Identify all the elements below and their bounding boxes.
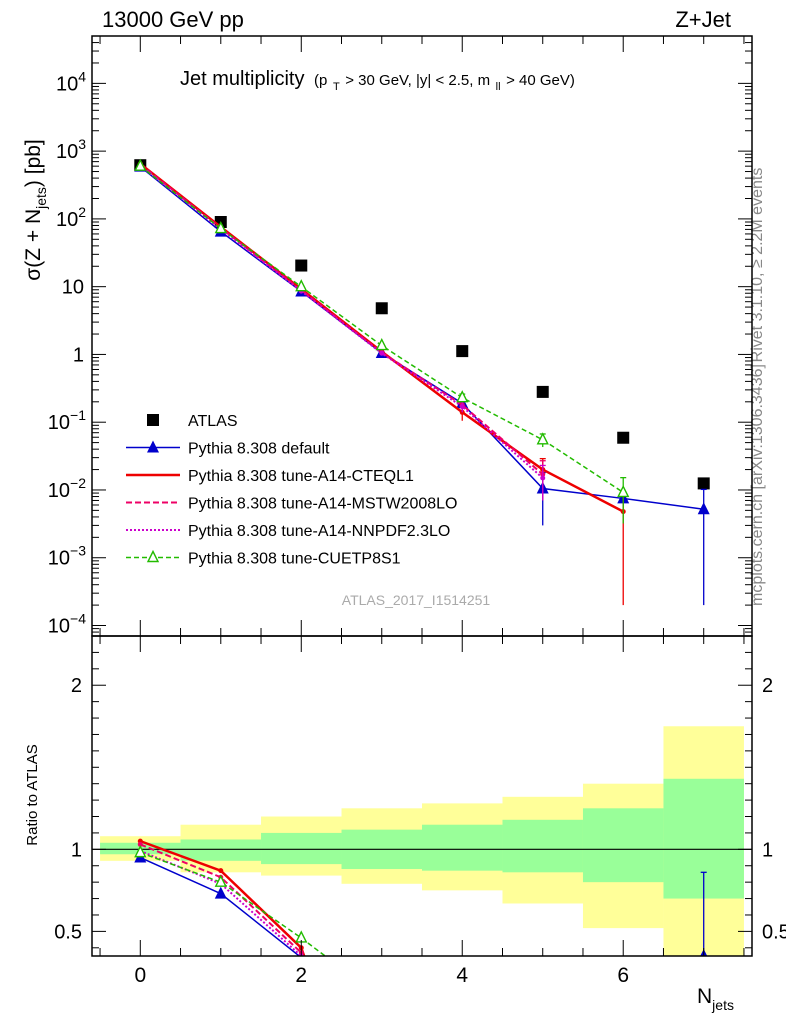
main-line-nnpdf bbox=[139, 164, 544, 479]
legend-label-mstw: Pythia 8.308 tune-A14-MSTW2008LO bbox=[188, 496, 457, 513]
main-ytick-label: 103 bbox=[56, 136, 86, 163]
main-ytick-label: 10−1 bbox=[48, 407, 86, 434]
legend-label-default: Pythia 8.308 default bbox=[188, 441, 330, 458]
x-axis-label: Njets bbox=[697, 985, 734, 1013]
main-series bbox=[134, 158, 710, 606]
band-inner-4 bbox=[422, 824, 503, 871]
main-marker-default-7 bbox=[697, 502, 710, 515]
legend-marker-cuetp8s1 bbox=[146, 549, 160, 563]
xtick-label: 6 bbox=[617, 964, 629, 987]
ratio-y-label: Ratio to ATLAS bbox=[24, 744, 41, 845]
main-marker-cuetp8s1-2 bbox=[295, 279, 308, 292]
ratio-ytick-label-right: 2 bbox=[762, 675, 773, 697]
plot-title-cuts-rest: > 30 GeV, |y| < 2.5, m bbox=[345, 72, 490, 89]
main-ytick-label: 1 bbox=[73, 344, 84, 366]
main-ytick-label: 10−4 bbox=[48, 611, 86, 638]
main-marker-atlas-4 bbox=[456, 345, 469, 358]
ratio-line-cuetp8s1 bbox=[140, 851, 327, 956]
legend-marker-default bbox=[147, 440, 159, 453]
plot-title-cuts-pt: (p bbox=[314, 72, 327, 89]
ratio-marker-cuetp8s1-0 bbox=[134, 845, 147, 858]
legend-label-cteql1: Pythia 8.308 tune-A14-CTEQL1 bbox=[188, 468, 414, 485]
main-marker-atlas-7 bbox=[697, 477, 710, 490]
main-ytick-label: 102 bbox=[56, 204, 86, 231]
ratio-marker-cuetp8s1-1 bbox=[214, 874, 227, 887]
band-inner-6 bbox=[582, 808, 664, 883]
ratio-marker-default-1 bbox=[214, 886, 227, 899]
main-marker-cuetp8s1-6 bbox=[617, 484, 630, 498]
plot-title-cuts-end: > 40 GeV) bbox=[506, 72, 575, 89]
main-marker-cuetp8s1-1 bbox=[214, 221, 227, 234]
main-y-label: σ(Z + Njets) [pb] bbox=[22, 139, 49, 281]
main-marker-atlas-6 bbox=[617, 431, 630, 444]
main-line-cteql1 bbox=[139, 162, 624, 513]
main-marker-cuetp8s1-0 bbox=[134, 158, 147, 171]
ratio-uncertainty-bands bbox=[92, 726, 752, 956]
main-marker-atlas-2 bbox=[295, 259, 308, 272]
ratio-marker-mstw-0 bbox=[137, 841, 143, 847]
band-inner-5 bbox=[502, 819, 583, 873]
main-plot-frame bbox=[91, 35, 753, 637]
rivet-label: Rivet 3.1.10, ≥ 2.2M events bbox=[749, 168, 766, 363]
band-inner-2 bbox=[261, 832, 342, 865]
analysis-watermark: ATLAS_2017_I1514251 bbox=[342, 592, 491, 608]
main-marker-cuetp8s1-4 bbox=[456, 390, 469, 403]
legend-label-cuetp8s1: Pythia 8.308 tune-CUETP8S1 bbox=[188, 551, 401, 568]
main-ytick-label: 10−2 bbox=[48, 475, 86, 502]
xtick-label: 4 bbox=[456, 964, 468, 987]
mcplots-label: mcplots.cern.ch [arXiv:1306.3436] bbox=[749, 364, 766, 606]
header-right: Z+Jet bbox=[675, 7, 731, 32]
main-marker-nnpdf-4 bbox=[459, 404, 465, 410]
legend-label-nnpdf: Pythia 8.308 tune-A14-NNPDF2.3LO bbox=[188, 523, 450, 540]
ratio-ytick-label-right: 0.5 bbox=[762, 921, 786, 943]
legend-marker-atlas bbox=[147, 414, 159, 426]
plot-title-main: Jet multiplicity bbox=[180, 68, 304, 90]
main-ytick-label: 10 bbox=[62, 277, 84, 299]
header-left: 13000 GeV pp bbox=[102, 7, 244, 32]
ratio-ytick-label-left: 2 bbox=[71, 675, 82, 697]
xtick-label: 2 bbox=[295, 964, 307, 987]
ratio-ytick-label-right: 1 bbox=[762, 839, 773, 861]
main-marker-nnpdf-5 bbox=[540, 475, 546, 481]
ratio-ytick-label-left: 1 bbox=[71, 839, 82, 861]
ratio-marker-cteql1-1 bbox=[218, 868, 224, 874]
legend: ATLAS Pythia 8.308 default Pythia 8.308 tu… bbox=[126, 413, 457, 568]
main-ytick-label: 10−3 bbox=[48, 543, 86, 570]
band-inner-1 bbox=[180, 839, 262, 861]
main-marker-cuetp8s1-5 bbox=[536, 432, 549, 445]
main-marker-nnpdf-3 bbox=[379, 350, 385, 356]
ratio-ytick-label-left: 0.5 bbox=[54, 921, 82, 943]
x-ticks: 0 2 4 6 bbox=[99, 36, 745, 987]
main-marker-atlas-5 bbox=[536, 385, 549, 398]
plot-title: Jet multiplicity (p T > 30 GeV, |y| < 2.… bbox=[180, 68, 575, 95]
plot-title-m-sub: ll bbox=[496, 81, 501, 93]
legend-label-atlas: ATLAS bbox=[188, 413, 238, 430]
main-marker-cuetp8s1-3 bbox=[375, 338, 388, 351]
main-marker-atlas-3 bbox=[375, 302, 388, 315]
main-ytick-label: 104 bbox=[56, 68, 86, 95]
xtick-label: 0 bbox=[134, 964, 146, 987]
plot-title-pt-sub: T bbox=[333, 81, 340, 93]
ratio-y-ticks: 0.5 0.5 1 1 2 2 bbox=[54, 651, 786, 949]
